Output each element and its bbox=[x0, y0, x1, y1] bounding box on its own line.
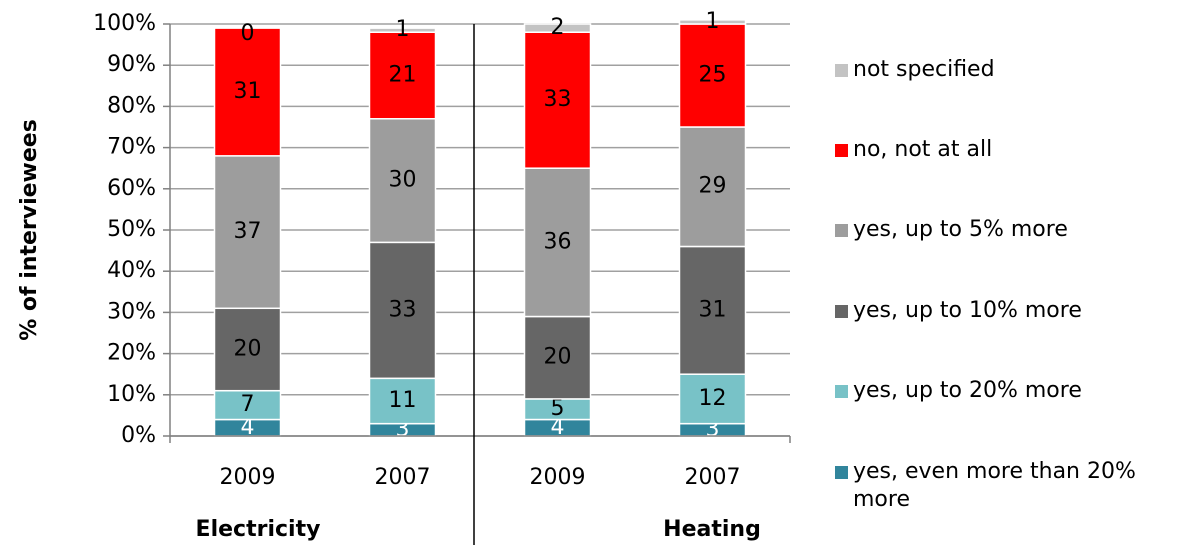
bar-segment bbox=[213, 155, 282, 310]
legend-swatch bbox=[835, 144, 848, 157]
bar-segment bbox=[213, 27, 282, 157]
data-label: 1 bbox=[706, 9, 720, 34]
data-label: 4 bbox=[241, 415, 255, 440]
legend-label: yes, up to 5% more bbox=[853, 217, 1068, 242]
legend-item: yes, up to 5% more bbox=[835, 216, 1195, 244]
y-tick-label: 10% bbox=[107, 382, 156, 407]
data-label: 36 bbox=[544, 229, 572, 254]
y-tick-label: 0% bbox=[121, 423, 156, 448]
y-tick-label: 30% bbox=[107, 299, 156, 324]
legend-item: yes, up to 10% more bbox=[835, 297, 1195, 325]
legend-label: yes, up to 20% more bbox=[853, 378, 1082, 403]
bar-segment bbox=[368, 27, 437, 33]
legend-label: no, not at all bbox=[853, 137, 993, 162]
legend-swatch bbox=[835, 224, 848, 237]
legend-item: no, not at all bbox=[835, 136, 1195, 164]
x-tick-label: 2009 bbox=[220, 465, 276, 490]
x-tick-label: 2007 bbox=[685, 465, 741, 490]
y-tick-label: 100% bbox=[93, 11, 156, 36]
bar-segment bbox=[213, 389, 282, 421]
y-tick-label: 20% bbox=[107, 341, 156, 366]
data-label: 0 bbox=[241, 21, 255, 46]
bar-segment bbox=[678, 19, 747, 25]
legend-label: yes, up to 10% more bbox=[853, 298, 1082, 323]
data-label: 20 bbox=[234, 336, 262, 361]
data-label: 29 bbox=[699, 174, 727, 199]
bar-segment bbox=[213, 307, 282, 392]
legend-label: not specified bbox=[853, 57, 995, 82]
data-label: 12 bbox=[699, 386, 727, 411]
legend-label: yes, even more than 20% more bbox=[853, 459, 1136, 512]
data-label: 33 bbox=[544, 87, 572, 112]
x-tick-label: 2007 bbox=[375, 465, 431, 490]
legend-swatch bbox=[835, 305, 848, 318]
legend-swatch bbox=[835, 64, 848, 77]
data-label: 33 bbox=[389, 297, 417, 322]
data-label: 1 bbox=[396, 17, 410, 42]
legend-item: not specified bbox=[835, 56, 1195, 84]
bar-segment bbox=[368, 377, 437, 425]
legend-item: yes, up to 20% more bbox=[835, 377, 1195, 405]
bar-segment bbox=[523, 315, 592, 400]
data-label: 2 bbox=[551, 15, 565, 40]
legend-swatch bbox=[835, 466, 848, 479]
y-tick-label: 40% bbox=[107, 258, 156, 283]
data-label: 21 bbox=[389, 63, 417, 88]
group-label: Electricity bbox=[196, 517, 321, 542]
bar-segment bbox=[368, 31, 437, 120]
data-label: 25 bbox=[699, 63, 727, 88]
data-label: 20 bbox=[544, 345, 572, 370]
y-tick-label: 90% bbox=[107, 52, 156, 77]
bar-segment bbox=[368, 241, 437, 380]
legend-swatch bbox=[835, 385, 848, 398]
bar-segment bbox=[678, 373, 747, 425]
data-label: 5 bbox=[551, 396, 565, 421]
y-axis-label: % of interviewees bbox=[17, 119, 42, 341]
y-tick-label: 80% bbox=[107, 93, 156, 118]
data-label: 4 bbox=[551, 415, 565, 440]
data-label: 11 bbox=[389, 388, 417, 413]
data-label: 30 bbox=[389, 168, 417, 193]
bar-segment bbox=[523, 167, 592, 318]
data-label: 37 bbox=[234, 219, 262, 244]
y-tick-label: 70% bbox=[107, 135, 156, 160]
y-tick-label: 50% bbox=[107, 217, 156, 242]
data-label: 31 bbox=[234, 79, 262, 104]
group-label: Heating bbox=[663, 517, 761, 542]
data-label: 7 bbox=[241, 392, 255, 417]
bar-segment bbox=[523, 23, 592, 33]
legend-item: yes, even more than 20% more bbox=[835, 458, 1195, 514]
y-tick-label: 60% bbox=[107, 176, 156, 201]
data-label: 31 bbox=[699, 297, 727, 322]
x-tick-label: 2009 bbox=[530, 465, 586, 490]
